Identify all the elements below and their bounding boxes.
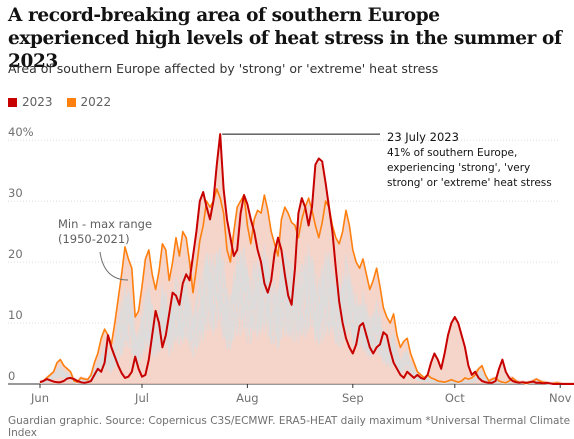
legend-label-2022: 2022 bbox=[80, 95, 112, 109]
legend-swatch-2022 bbox=[66, 97, 76, 107]
annotation-date: 23 July 2023 bbox=[387, 130, 459, 144]
legend-swatch-2023 bbox=[8, 97, 17, 107]
x-tick-label: Nov bbox=[549, 391, 572, 405]
chart-source: Guardian graphic. Source: Copernicus C3S… bbox=[8, 415, 571, 439]
legend-item-2022: 2022 bbox=[66, 95, 112, 109]
chart-title: A record-breaking area of southern Europ… bbox=[8, 5, 562, 72]
historic-line bbox=[39, 259, 574, 385]
range-pointer bbox=[99, 251, 129, 281]
x-tick-label: Jun bbox=[30, 391, 49, 405]
series-line-2023 bbox=[39, 133, 574, 385]
y-tick-label: 20 bbox=[8, 247, 23, 261]
chart-legend: 2023 2022 bbox=[8, 95, 111, 109]
range-label: (1950-2021) bbox=[58, 232, 130, 246]
y-tick-label: 0 bbox=[8, 369, 15, 383]
chart-subtitle: Area of southern Europe affected by 'str… bbox=[8, 61, 439, 76]
annotation-text: experiencing 'strong', 'very bbox=[387, 162, 530, 174]
annotation-text: 41% of southern Europe, bbox=[387, 147, 517, 159]
x-tick-label: Jul bbox=[134, 391, 149, 405]
range-label: Min - max range bbox=[58, 217, 152, 231]
annotation-text: strong' or 'extreme' heat stress bbox=[387, 177, 552, 189]
y-tick-label: 30 bbox=[8, 186, 23, 200]
x-tick-label: Oct bbox=[445, 391, 465, 405]
historic-range bbox=[39, 137, 574, 385]
axis-labels: 40% 30 20 10 0 Jun Jul Aug Sep Oct Nov bbox=[8, 125, 572, 405]
y-tick-label: 10 bbox=[8, 308, 23, 322]
legend-item-2023: 2023 bbox=[8, 95, 53, 109]
annotations: 23 July 2023 41% of southern Europe, exper… bbox=[58, 130, 552, 281]
legend-label-2023: 2023 bbox=[22, 95, 53, 109]
y-tick-label: 40% bbox=[8, 125, 34, 139]
x-tick-label: Aug bbox=[236, 391, 258, 405]
x-tick-label: Sep bbox=[342, 391, 364, 405]
series-lines bbox=[39, 133, 574, 385]
